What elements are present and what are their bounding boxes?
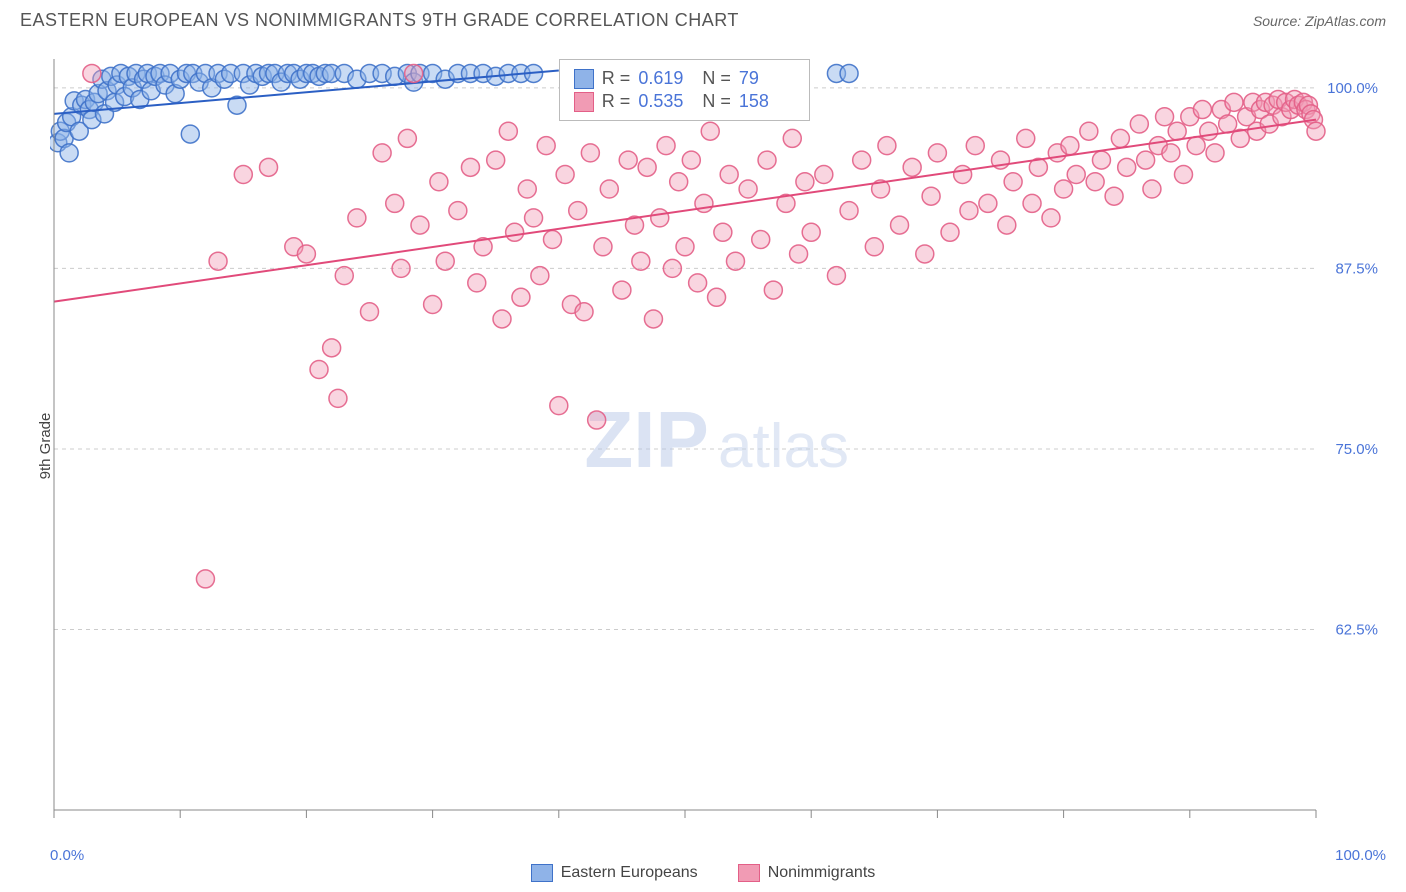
chart-source: Source: ZipAtlas.com [1253, 13, 1386, 29]
legend-swatch [738, 864, 760, 882]
chart-title: EASTERN EUROPEAN VS NONIMMIGRANTS 9TH GR… [20, 10, 739, 31]
legend-item-nonimmigrants: Nonimmigrants [738, 864, 876, 882]
legend: Eastern Europeans Nonimmigrants [0, 864, 1406, 882]
x-min-label: 0.0% [50, 847, 84, 864]
x-axis-end-labels: 0.0% 100.0% [50, 847, 1386, 864]
legend-label: Eastern Europeans [561, 864, 698, 882]
svg-text:62.5%: 62.5% [1335, 621, 1378, 638]
scatter-chart: 62.5% 75.0% 87.5% 100.0% ZIPatlas [50, 55, 1386, 832]
legend-swatch [531, 864, 553, 882]
svg-text:87.5%: 87.5% [1335, 260, 1378, 277]
stats-box: R =0.619N =79R =0.535N =158 [559, 59, 810, 121]
legend-item-eastern-europeans: Eastern Europeans [531, 864, 698, 882]
legend-label: Nonimmigrants [768, 864, 876, 882]
svg-text:100.0%: 100.0% [1327, 80, 1378, 97]
svg-text:75.0%: 75.0% [1335, 441, 1378, 458]
chart-header: EASTERN EUROPEAN VS NONIMMIGRANTS 9TH GR… [0, 0, 1406, 36]
plot-area: 62.5% 75.0% 87.5% 100.0% ZIPatlas R =0.619N … [50, 55, 1386, 832]
svg-text:ZIP: ZIP [584, 395, 708, 484]
x-max-label: 100.0% [1335, 847, 1386, 864]
svg-text:atlas: atlas [718, 412, 849, 481]
